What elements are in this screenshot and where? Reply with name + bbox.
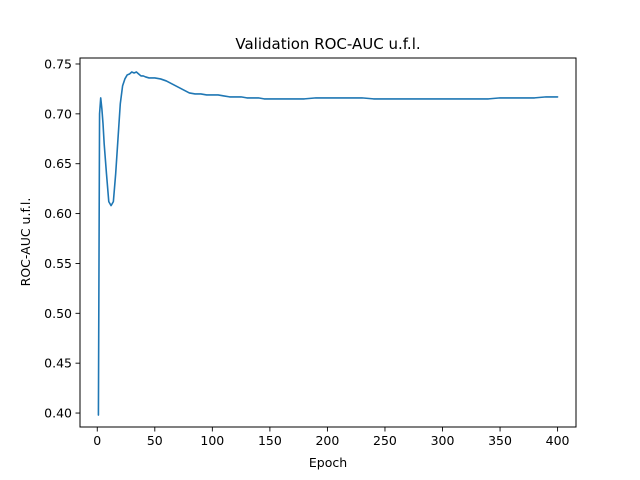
y-tick-label: 0.40 (44, 406, 72, 421)
x-tick-label: 150 (258, 433, 282, 448)
y-tick-label: 0.70 (44, 106, 72, 121)
series-line-1 (97, 71, 559, 416)
axes-frame (79, 57, 577, 428)
y-tick-label: 0.75 (44, 56, 72, 71)
x-tick-label: 250 (373, 433, 397, 448)
x-tick-label: 50 (147, 433, 163, 448)
y-tick-label: 0.55 (44, 256, 72, 271)
x-tick-label: 350 (488, 433, 512, 448)
x-axis-label: Epoch (309, 455, 347, 470)
y-tick-label: 0.45 (44, 356, 72, 371)
x-tick-label: 0 (93, 433, 101, 448)
chart-title: Validation ROC-AUC u.f.l. (235, 35, 420, 53)
y-axis-label: ROC-AUC u.f.l. (18, 198, 33, 287)
plot-area (97, 71, 559, 416)
y-tick-label: 0.50 (44, 306, 72, 321)
x-tick-label: 400 (546, 433, 570, 448)
y-tick-label: 0.60 (44, 206, 72, 221)
x-tick-label: 100 (200, 433, 224, 448)
y-tick-label: 0.65 (44, 156, 72, 171)
x-tick-label: 300 (431, 433, 455, 448)
x-tick-label: 200 (315, 433, 339, 448)
